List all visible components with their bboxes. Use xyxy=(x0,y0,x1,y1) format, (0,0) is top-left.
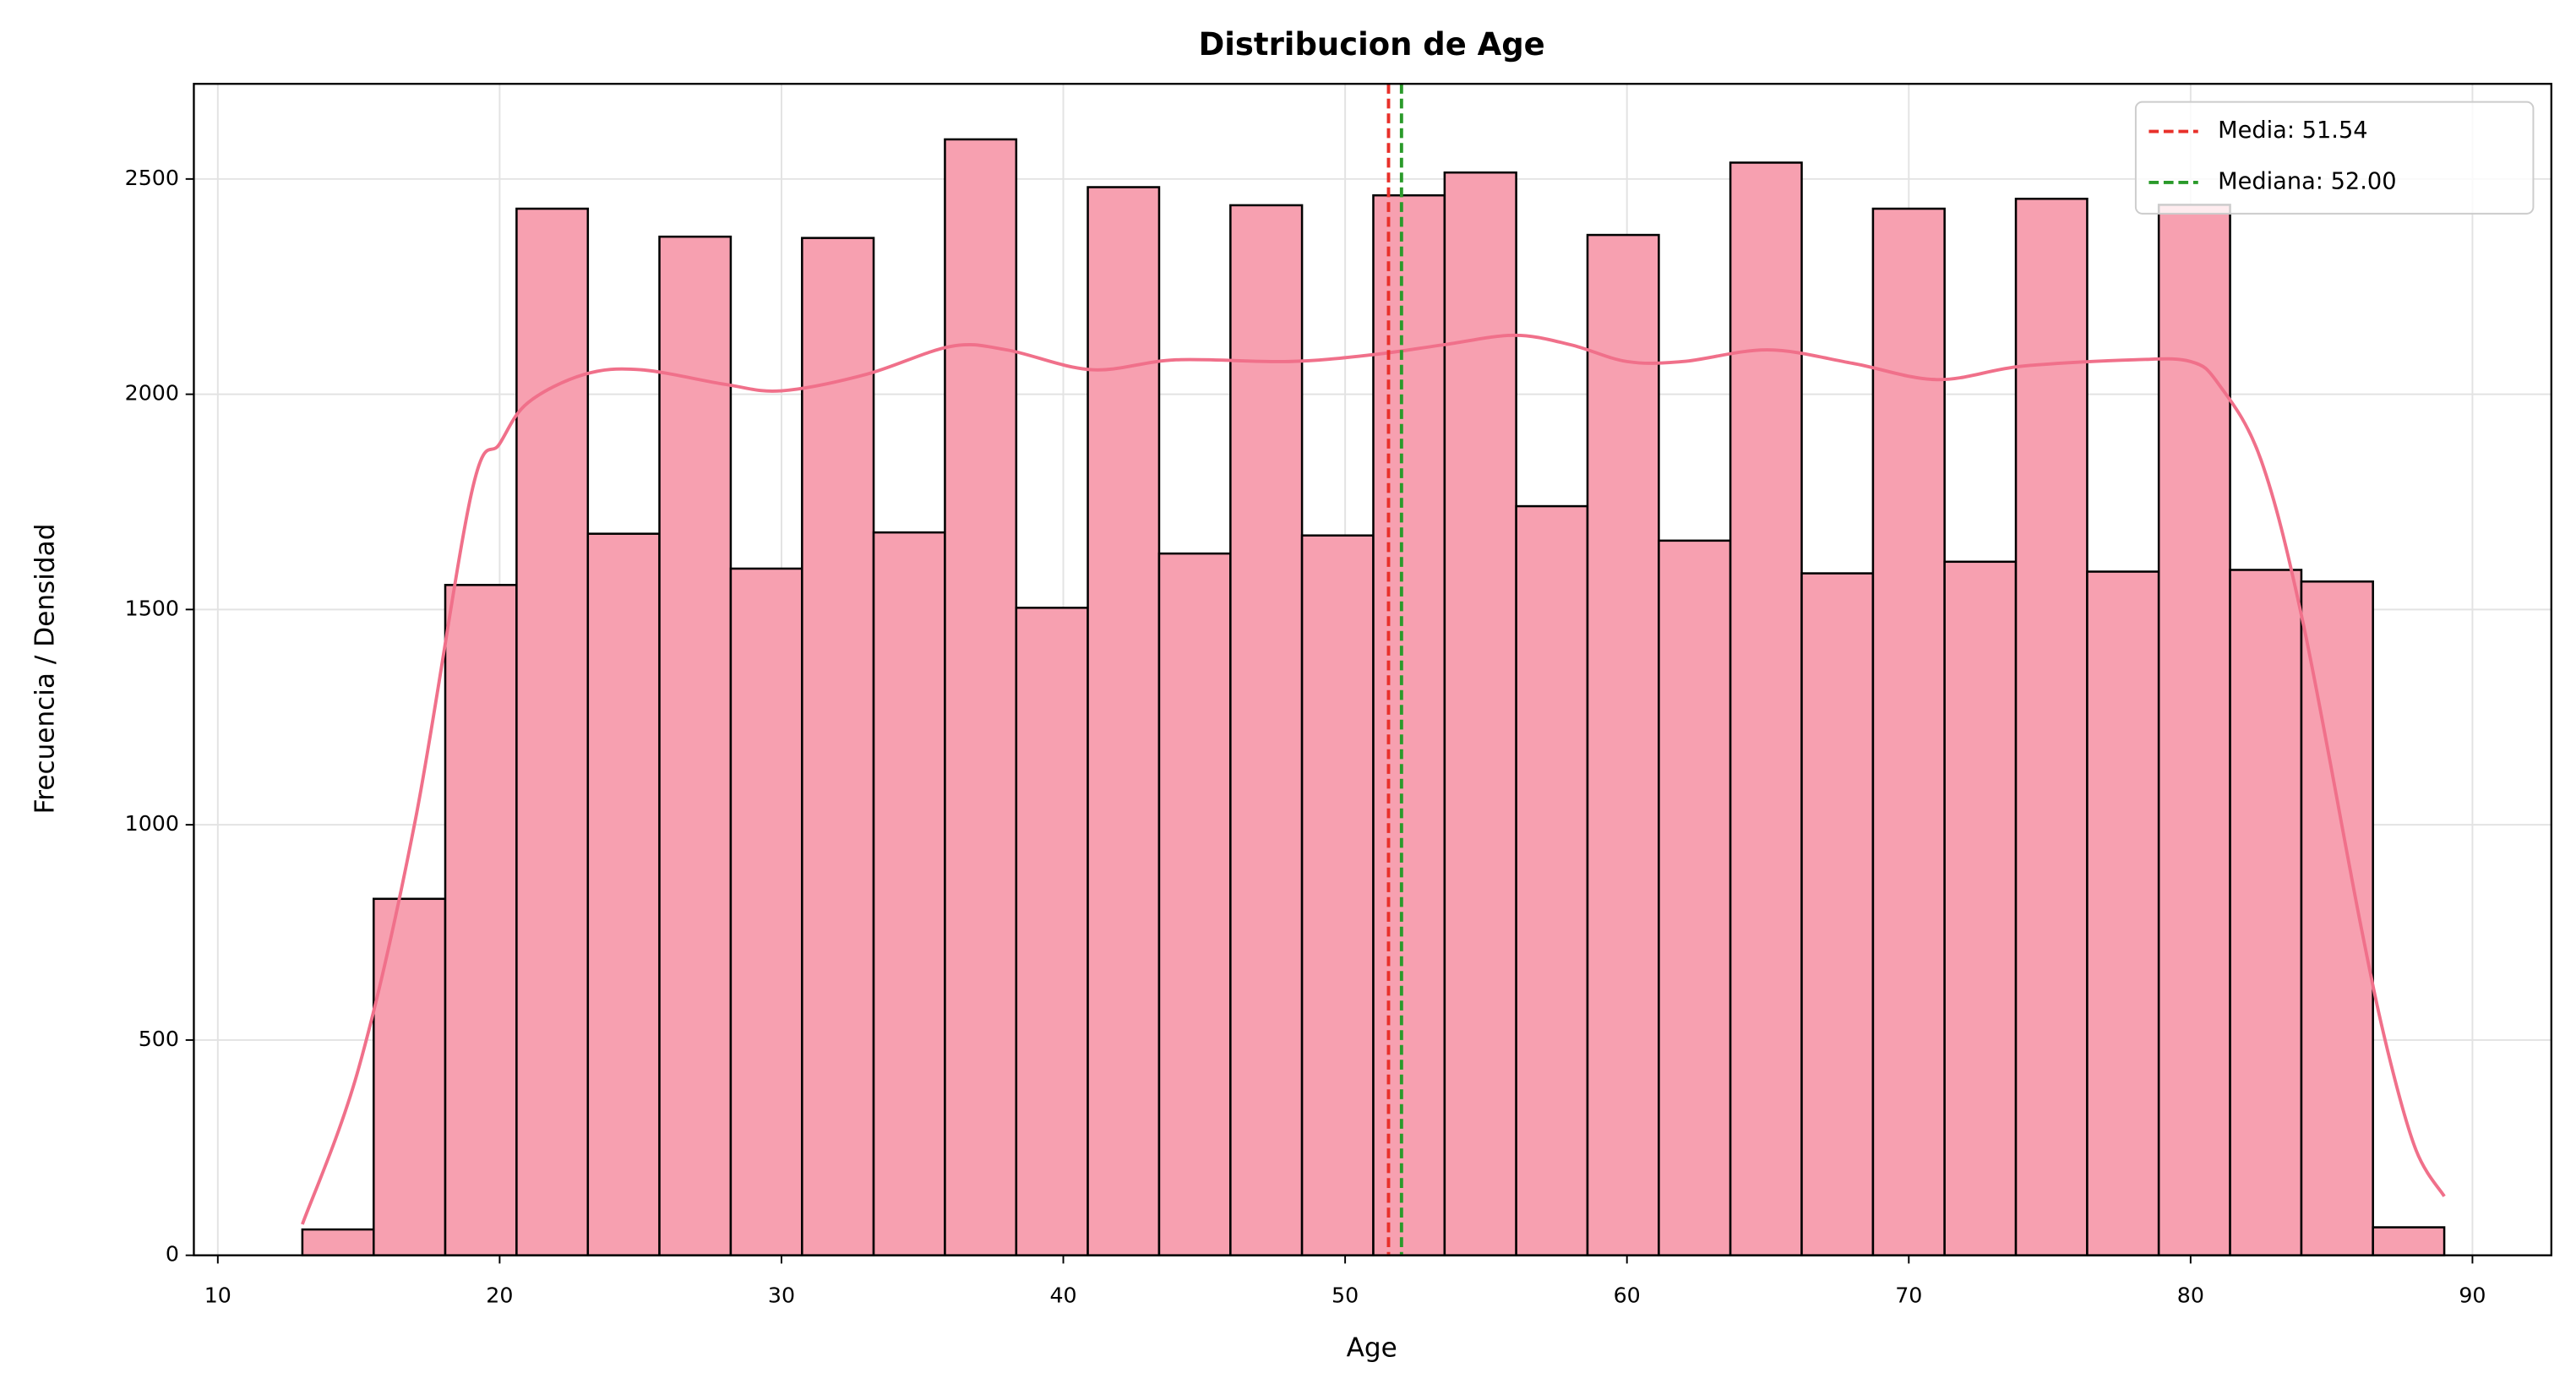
bar xyxy=(1871,207,1946,1256)
legend-box xyxy=(2134,101,2535,215)
bar xyxy=(658,235,732,1256)
bar xyxy=(444,584,518,1256)
legend-label: Mediana: 52.00 xyxy=(2218,168,2396,194)
x-tick-label: 70 xyxy=(1895,1283,1922,1307)
bar xyxy=(872,531,946,1256)
y-tick-label: 0 xyxy=(166,1242,179,1267)
bar xyxy=(373,897,447,1256)
x-tick-label: 20 xyxy=(486,1283,513,1307)
x-tick-label: 10 xyxy=(204,1283,231,1307)
bar xyxy=(1943,560,2018,1256)
bar xyxy=(1658,539,1732,1256)
bar xyxy=(1157,552,1232,1256)
legend-label: Media: 51.54 xyxy=(2218,117,2368,144)
y-tick-label: 1000 xyxy=(125,811,179,836)
y-tick-label: 2500 xyxy=(125,166,179,190)
bar xyxy=(1015,607,1089,1256)
x-tick-label: 90 xyxy=(2459,1283,2486,1307)
bar xyxy=(2086,570,2160,1256)
bar xyxy=(2372,1226,2446,1256)
x-tick-label: 80 xyxy=(2177,1283,2204,1307)
x-tick-label: 30 xyxy=(768,1283,795,1307)
bar xyxy=(1300,534,1375,1256)
y-tick-label: 500 xyxy=(139,1027,179,1051)
bar xyxy=(1586,233,1660,1256)
bar xyxy=(1443,171,1517,1256)
bar xyxy=(1086,186,1161,1256)
y-tick-label: 2000 xyxy=(125,381,179,406)
bar xyxy=(1515,504,1589,1256)
bar xyxy=(729,567,803,1256)
x-tick-label: 60 xyxy=(1614,1283,1641,1307)
x-axis-label: Age xyxy=(1347,1333,1397,1364)
bar xyxy=(1800,572,1875,1256)
y-tick-label: 1500 xyxy=(125,596,179,620)
bar xyxy=(1729,161,1803,1256)
x-tick-label: 50 xyxy=(1332,1283,1359,1307)
bar xyxy=(2229,569,2303,1256)
axes-frame xyxy=(193,83,2552,1256)
bar xyxy=(944,138,1018,1256)
chart-title: Distribucion de Age xyxy=(1199,26,1545,63)
kde-curve xyxy=(301,333,2446,1225)
bar xyxy=(2014,198,2089,1256)
bar xyxy=(2300,580,2374,1256)
bar xyxy=(515,207,590,1256)
y-axis-label: Frecuencia / Densidad xyxy=(30,524,60,815)
bar xyxy=(301,1228,375,1256)
bar xyxy=(586,532,661,1256)
x-tick-label: 40 xyxy=(1049,1283,1076,1307)
bar xyxy=(801,237,875,1256)
